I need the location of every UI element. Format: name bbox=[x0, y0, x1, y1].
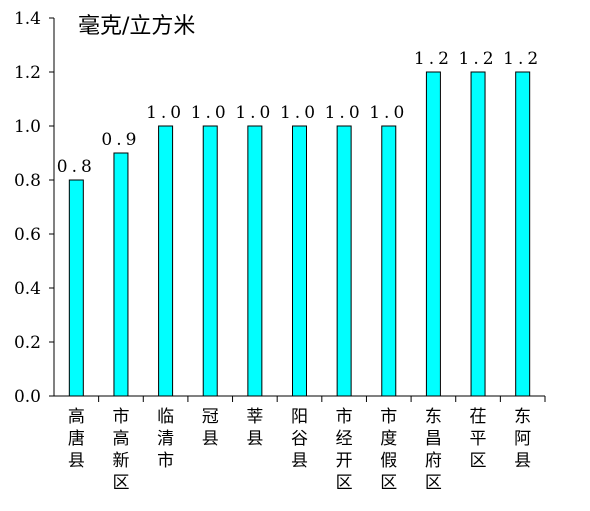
bar bbox=[470, 71, 486, 397]
bar bbox=[381, 125, 397, 397]
data-label: 1.2 bbox=[503, 49, 542, 69]
x-category-label: 市度假区 bbox=[380, 407, 397, 493]
y-tick-label: 0.4 bbox=[14, 279, 41, 299]
y-tick-label: 0.8 bbox=[14, 171, 41, 191]
x-category-label: 市经开区 bbox=[336, 407, 353, 493]
data-label: 1.0 bbox=[325, 103, 364, 123]
data-label: 0.9 bbox=[101, 130, 140, 150]
bar bbox=[202, 125, 218, 397]
bar bbox=[425, 71, 441, 397]
data-label: 1.2 bbox=[414, 49, 453, 69]
x-category-label: 市高新区 bbox=[112, 407, 129, 493]
y-tick-label: 0.6 bbox=[14, 225, 41, 245]
y-tick-label: 1.2 bbox=[14, 63, 41, 83]
x-category-label: 冠县 bbox=[202, 407, 219, 449]
y-tick-label: 1.4 bbox=[14, 9, 41, 29]
x-category-label: 东阿县 bbox=[514, 407, 531, 471]
data-label: 1.0 bbox=[280, 103, 319, 123]
data-label: 1.0 bbox=[191, 103, 230, 123]
bar bbox=[292, 125, 307, 397]
bar bbox=[336, 125, 352, 397]
data-label: 0.8 bbox=[57, 157, 96, 177]
x-category-label: 莘县 bbox=[246, 407, 263, 449]
bar bbox=[515, 71, 531, 397]
bar bbox=[68, 179, 84, 397]
data-label: 1.0 bbox=[369, 103, 408, 123]
bar bbox=[247, 125, 263, 397]
x-category-label: 临清市 bbox=[157, 407, 174, 471]
data-label: 1.2 bbox=[459, 49, 498, 69]
x-category-label: 东昌府区 bbox=[425, 407, 442, 493]
x-category-label: 高唐县 bbox=[68, 407, 85, 471]
x-category-label: 茌平区 bbox=[470, 407, 487, 471]
bar bbox=[158, 125, 174, 397]
y-tick-label: 1.0 bbox=[14, 117, 41, 137]
unit-label: 毫克/立方米 bbox=[78, 14, 196, 39]
data-label: 1.0 bbox=[235, 103, 274, 123]
x-category-label: 阳谷县 bbox=[291, 407, 308, 471]
y-tick-label: 0.2 bbox=[14, 333, 41, 353]
y-tick-label: 0.0 bbox=[14, 387, 41, 407]
data-label: 1.0 bbox=[146, 103, 185, 123]
bar bbox=[113, 152, 129, 397]
